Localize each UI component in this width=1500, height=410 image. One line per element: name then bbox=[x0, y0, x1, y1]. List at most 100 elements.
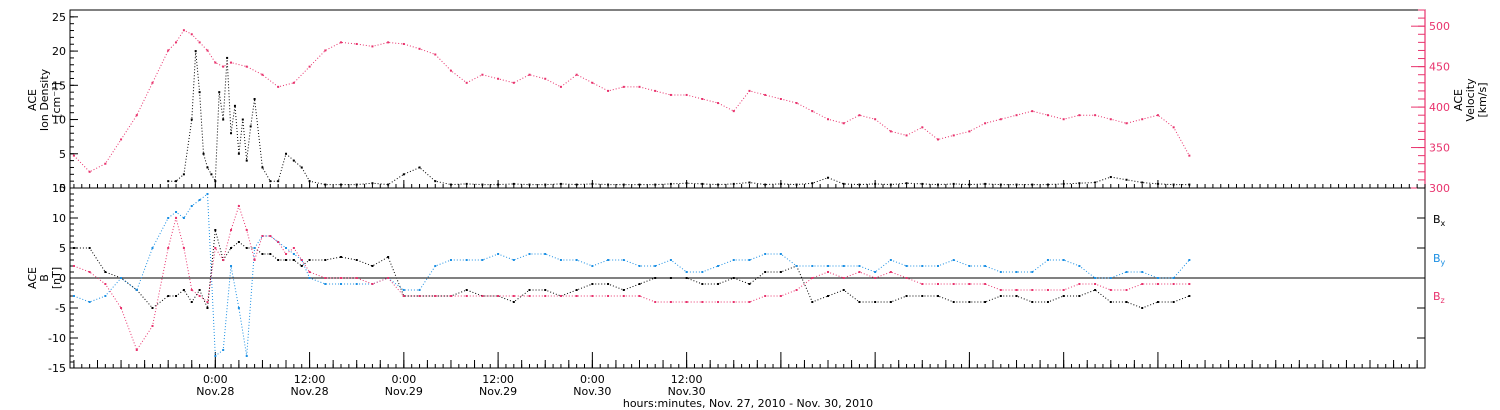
velocity-title-line3: [km/s] bbox=[1476, 82, 1489, 117]
bz-series-point bbox=[135, 349, 138, 351]
ion-density-series-point bbox=[559, 182, 562, 185]
bz-series-point bbox=[591, 295, 594, 297]
bz-series-point bbox=[245, 229, 248, 231]
bx-series-point bbox=[230, 247, 233, 249]
bz-series-point bbox=[1156, 283, 1159, 285]
by-series-point bbox=[952, 259, 955, 261]
ion-density-series-point bbox=[202, 152, 205, 155]
bz-series-point bbox=[638, 295, 641, 297]
velocity-series-point bbox=[669, 93, 672, 96]
by-series-point bbox=[779, 253, 782, 255]
velocity-series bbox=[72, 29, 1191, 173]
velocity-series-point bbox=[277, 85, 280, 88]
velocity-series-point bbox=[206, 49, 209, 52]
density-tick-label: 0 bbox=[59, 182, 66, 195]
bz-series-point bbox=[575, 295, 578, 297]
velocity-series-point bbox=[135, 114, 138, 117]
bz-series-point bbox=[811, 277, 814, 279]
by-series-point bbox=[135, 289, 138, 291]
legend-bz: Bz bbox=[1433, 290, 1445, 305]
ion-density-series-point bbox=[779, 182, 782, 185]
bz-series-point bbox=[669, 301, 672, 303]
bx-series-point bbox=[575, 289, 578, 291]
ion-density-series-point bbox=[1062, 182, 1065, 185]
ion-density-series-point bbox=[654, 183, 657, 186]
velocity-title-line1: ACE bbox=[1452, 89, 1465, 111]
ion-density-series-point bbox=[402, 173, 405, 176]
ion-density-series-point bbox=[1156, 182, 1159, 185]
bz-series-point bbox=[449, 295, 452, 297]
bx-series-point bbox=[889, 301, 892, 303]
bx-series-point bbox=[214, 229, 217, 231]
velocity-series-point bbox=[198, 41, 201, 44]
bx-series-point bbox=[984, 301, 987, 303]
b-tick-label: 0 bbox=[59, 272, 66, 285]
ion-density-series-point bbox=[449, 183, 452, 186]
bx-series-point bbox=[638, 283, 641, 285]
bz-series-point bbox=[1031, 289, 1034, 291]
bz-series-point bbox=[622, 295, 625, 297]
velocity-series-point bbox=[151, 81, 154, 84]
bx-series-point bbox=[1015, 295, 1018, 297]
velocity-series-point bbox=[261, 73, 264, 76]
bz-series-point bbox=[842, 277, 845, 279]
by-series-point bbox=[245, 355, 248, 357]
velocity-series-point bbox=[575, 73, 578, 76]
by-series-point bbox=[905, 265, 908, 267]
ion-density-series-point bbox=[717, 183, 720, 186]
bz-series-point bbox=[952, 283, 955, 285]
density-title-line3: [cm⁻³] bbox=[50, 82, 63, 118]
bx-series bbox=[72, 229, 1191, 310]
velocity-series-point bbox=[245, 65, 248, 68]
bz-series-point bbox=[732, 301, 735, 303]
bz-series-point bbox=[230, 229, 233, 231]
bx-series-point bbox=[387, 256, 390, 258]
ion-density-series-point bbox=[190, 118, 193, 121]
density-title-line1: ACE bbox=[26, 89, 39, 111]
density-tick-label: 10 bbox=[52, 114, 66, 127]
bz-series-point bbox=[182, 247, 185, 249]
density-axis-title: ACE Ion Density [cm⁻³] bbox=[26, 68, 63, 131]
ion-density-series bbox=[167, 50, 1191, 186]
by-series-point bbox=[717, 265, 720, 267]
velocity-series-point bbox=[230, 61, 233, 64]
by-series-point bbox=[1046, 259, 1049, 261]
velocity-series-point bbox=[654, 89, 657, 92]
velocity-series-point bbox=[764, 93, 767, 96]
time-tick-label: 12:00 bbox=[482, 373, 514, 386]
velocity-series-point bbox=[717, 102, 720, 105]
velocity-series-point bbox=[104, 162, 107, 165]
by-series-point bbox=[874, 271, 877, 273]
bx-series-point bbox=[827, 295, 830, 297]
ion-density-series-point bbox=[324, 183, 327, 186]
by-series-point bbox=[685, 271, 688, 273]
bottom-panel-series bbox=[72, 193, 1191, 357]
ion-density-series-point bbox=[1031, 183, 1034, 186]
by-series-point bbox=[230, 265, 233, 267]
ion-density-series-point bbox=[1046, 183, 1049, 186]
by-series-point bbox=[88, 301, 91, 303]
x-axis-title: hours:minutes, Nov. 27, 2010 - Nov. 30, … bbox=[623, 397, 873, 410]
b-tick-label: 5 bbox=[59, 242, 66, 255]
bx-series-point bbox=[858, 301, 861, 303]
velocity-series-point bbox=[795, 102, 798, 105]
bz-series-point bbox=[1188, 283, 1191, 285]
ion-density-series-point bbox=[811, 182, 814, 185]
velocity-series-point bbox=[591, 81, 594, 84]
by-series-point bbox=[858, 265, 861, 267]
bz-series-point bbox=[300, 259, 303, 261]
bx-series-point bbox=[300, 265, 303, 267]
ion-density-series-point bbox=[685, 182, 688, 185]
bx-series-point bbox=[371, 265, 374, 267]
velocity-series-point bbox=[434, 53, 437, 56]
velocity-series-point bbox=[1188, 154, 1191, 157]
velocity-tick-label: 300 bbox=[1429, 182, 1450, 195]
velocity-series-point bbox=[387, 41, 390, 44]
velocity-series-point bbox=[324, 49, 327, 52]
velocity-series-point bbox=[968, 130, 971, 133]
date-tick-label: Nov.29 bbox=[385, 385, 423, 398]
by-series-point bbox=[182, 217, 185, 219]
bz-series-point bbox=[120, 307, 123, 309]
bx-series-point bbox=[717, 283, 720, 285]
bz-series-point bbox=[497, 295, 500, 297]
